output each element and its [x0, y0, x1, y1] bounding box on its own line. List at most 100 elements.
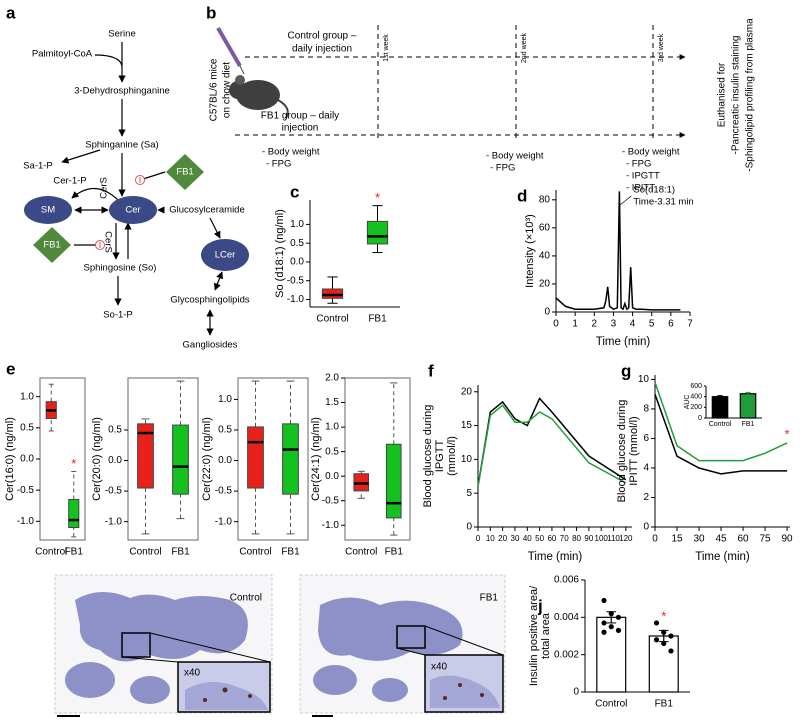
node-label: LCer	[215, 250, 236, 261]
y-tick-label: 0.5	[290, 238, 304, 249]
x-tick-label: FB1	[65, 547, 84, 558]
x-tick-label: 4	[630, 319, 636, 330]
measurement: - Body weight	[486, 151, 544, 162]
node-label: CerS	[99, 177, 110, 199]
x-tick-label: 90	[584, 534, 593, 543]
y-tick-label: 80	[539, 194, 551, 205]
panel-label: a	[6, 3, 16, 22]
x-tick-label: 3	[611, 319, 617, 330]
y-tick-label: -1.0	[105, 516, 123, 527]
node-label: Palmitoyl-CoA	[32, 49, 93, 60]
y-tick-label: 0.5	[20, 422, 34, 433]
x-tick-label: 2	[592, 319, 598, 330]
y-tick-label: 6	[643, 433, 649, 444]
data-point	[661, 629, 667, 635]
magnification: x40	[184, 668, 201, 679]
panel-label: f	[428, 361, 434, 380]
line-series	[477, 397, 627, 487]
group-label: Control group –	[288, 31, 357, 42]
y-tick-label: 2.0	[325, 373, 339, 384]
histology-i: i FB1 x40	[299, 574, 506, 717]
y-tick-label: 20	[539, 279, 551, 290]
inhibitor	[135, 175, 145, 185]
significance: *	[785, 426, 790, 441]
significance: *	[375, 190, 380, 205]
x-tick-label: FB1	[368, 314, 387, 325]
y-axis-title: Cer(22:0) (ng/ml)	[201, 417, 213, 501]
line-series	[477, 404, 627, 487]
x-tick-label: 70	[560, 534, 569, 543]
measurement: - Body weight	[262, 147, 320, 158]
node-shape	[166, 154, 204, 190]
x-tick-label: Control	[709, 421, 732, 428]
x-tick-label: Control	[345, 547, 377, 558]
x-tick-label: 100	[595, 534, 609, 543]
y-tick-label: 4	[643, 463, 649, 474]
subject-label: on chow diet	[222, 62, 233, 118]
node-label: Sphingosine (So)	[84, 263, 157, 274]
data-point	[668, 648, 674, 654]
box	[172, 424, 189, 495]
x-tick-label: 60	[737, 534, 749, 545]
x-tick-label: 45	[715, 534, 727, 545]
y-tick-label: -0.5	[287, 275, 305, 286]
data-point	[601, 629, 607, 635]
y-tick-label: 0	[544, 307, 550, 318]
endpoint: -Pancreatic insulin staining	[731, 36, 742, 155]
y-axis-title: Cer(20:0) (ng/ml)	[91, 417, 103, 501]
x-tick-label: FB1	[742, 421, 755, 428]
x-tick-label: Control	[35, 547, 67, 558]
x-tick-label: 75	[759, 534, 771, 545]
y-tick-label: 40	[539, 251, 551, 262]
annotation: Time-3.31 min	[633, 197, 693, 208]
line-series	[654, 382, 788, 462]
y-axis-title: IPGTT	[434, 440, 446, 473]
plot-frame	[127, 377, 199, 541]
measurement: - FPG	[626, 159, 651, 170]
mouse-icon	[216, 26, 289, 119]
y-axis-title: IPITT (mmol/l)	[628, 416, 640, 485]
week-label: 2nd week	[521, 33, 528, 63]
measurement: - IPITT	[626, 183, 655, 194]
node-label: Glycosphingolipids	[170, 295, 249, 306]
y-axis-title: Blood glucose during	[422, 405, 434, 508]
y-axis-title: total area	[540, 612, 552, 659]
y-tick-label: 0.004	[554, 612, 579, 623]
x-tick-label: 0	[476, 534, 481, 543]
y-tick-label: 5	[466, 488, 472, 499]
y-tick-label: 1.0	[218, 394, 232, 405]
y-tick-label: 0.5	[108, 425, 122, 436]
box	[137, 423, 154, 489]
y-axis-title: Cer(16:0) (ng/ml)	[4, 417, 16, 501]
x-tick-label: 30	[511, 534, 520, 543]
week-label: 1st week	[383, 34, 390, 62]
plot-frame	[344, 377, 411, 541]
x-tick-label: Control	[239, 547, 271, 558]
x-tick-label: FB1	[655, 699, 674, 710]
box	[385, 443, 402, 519]
group-label: Control	[230, 593, 262, 604]
group-label: FB1 group – daily	[261, 111, 339, 122]
x-tick-label: 5	[649, 319, 655, 330]
y-tick-label: 400	[690, 394, 702, 401]
y-tick-label: -0.5	[17, 485, 35, 496]
node-shape	[24, 196, 72, 224]
box	[68, 499, 80, 529]
y-tick-label: 0.006	[554, 575, 579, 586]
group-label: injection	[282, 123, 319, 134]
y-axis-title: Blood glucose during	[616, 400, 628, 503]
data-point	[601, 620, 607, 626]
timeline-lines	[235, 25, 686, 142]
measurement: - Body weight	[622, 147, 680, 158]
data-point	[653, 637, 660, 643]
x-tick-label: 0	[652, 534, 658, 545]
panel-label: d	[517, 186, 527, 205]
y-tick-label: 200	[690, 404, 702, 411]
line-series	[654, 393, 788, 475]
y-tick-label: 1.0	[325, 422, 339, 433]
y-tick-label: 0.002	[554, 649, 579, 660]
timeline: b C57BL/6 mice on chow diet Control grou…	[206, 3, 756, 193]
x-tick-label: 7	[687, 319, 693, 330]
x-tick-label: 6	[668, 319, 674, 330]
